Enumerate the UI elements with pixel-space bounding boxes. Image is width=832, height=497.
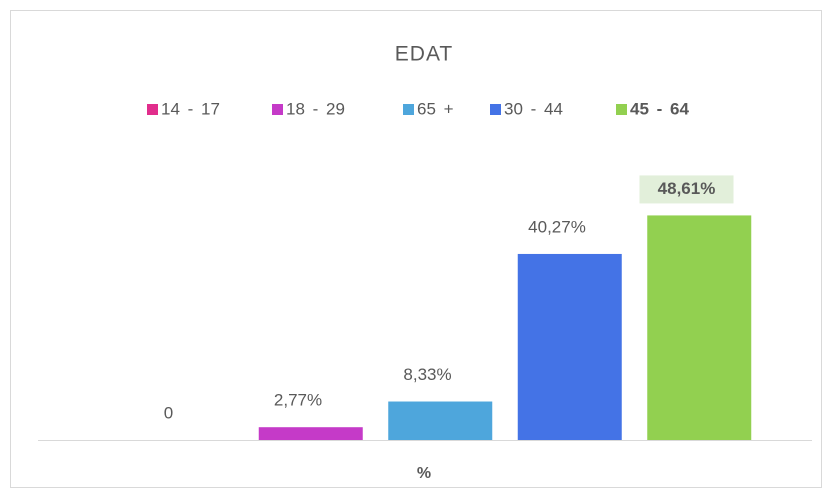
bar (388, 401, 493, 440)
legend-swatch (403, 104, 414, 115)
label-highlight (639, 175, 734, 204)
bar (647, 215, 752, 440)
legend-label: 18 - 29 (286, 99, 345, 118)
bar (517, 253, 622, 440)
legend-label: 14 - 17 (161, 99, 220, 118)
data-label: 8,33% (403, 365, 451, 384)
bar (258, 427, 363, 440)
chart-title: EDAT (395, 43, 453, 66)
legend-swatch (616, 104, 627, 115)
legend-swatch (490, 104, 501, 115)
data-label: 48,61% (658, 179, 716, 198)
data-label: 40,27% (528, 217, 586, 236)
legend-swatch (272, 104, 283, 115)
data-label: 0 (164, 403, 173, 422)
data-label: 2,77% (274, 391, 322, 410)
legend-swatch (147, 104, 158, 115)
x-category-label: % (417, 465, 431, 482)
legend-label: 65 + (417, 99, 454, 118)
legend-label: 30 - 44 (504, 99, 563, 118)
legend-label: 45 - 64 (630, 99, 689, 118)
